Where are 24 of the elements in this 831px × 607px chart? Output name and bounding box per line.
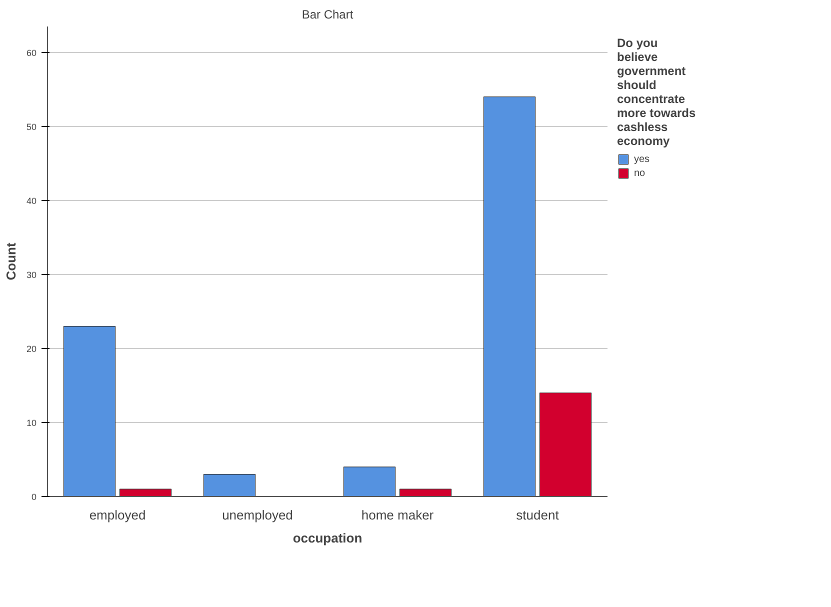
chart-title: Bar Chart	[302, 8, 354, 22]
y-tick-label: 10	[26, 418, 37, 428]
x-tick-label: unemployed	[222, 508, 293, 522]
x-tick-label: home maker	[361, 508, 434, 522]
legend-title: Do you believe government should concentrate more towards cashless economy	[617, 36, 696, 148]
x-tick-label: employed	[89, 508, 146, 522]
y-tick-label: 40	[26, 196, 37, 206]
legend-label: no	[634, 168, 646, 178]
legend-label: yes	[634, 154, 651, 164]
bar	[483, 96, 536, 496]
y-tick-label: 30	[26, 270, 37, 280]
bar	[119, 488, 172, 496]
bar	[539, 392, 592, 496]
y-tick-label: 60	[26, 48, 37, 58]
y-tick-label: 0	[31, 492, 37, 502]
y-tick-label: 20	[26, 344, 37, 354]
x-tick-label: student	[516, 508, 560, 522]
bar	[343, 466, 396, 496]
bar	[203, 474, 256, 496]
y-axis-title: Count	[3, 242, 18, 280]
bar	[63, 326, 116, 496]
x-axis-title: occupation	[292, 530, 362, 546]
bar	[399, 488, 452, 496]
y-tick-label: 50	[26, 122, 37, 132]
